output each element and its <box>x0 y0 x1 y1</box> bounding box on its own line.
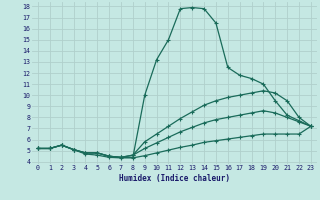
X-axis label: Humidex (Indice chaleur): Humidex (Indice chaleur) <box>119 174 230 183</box>
